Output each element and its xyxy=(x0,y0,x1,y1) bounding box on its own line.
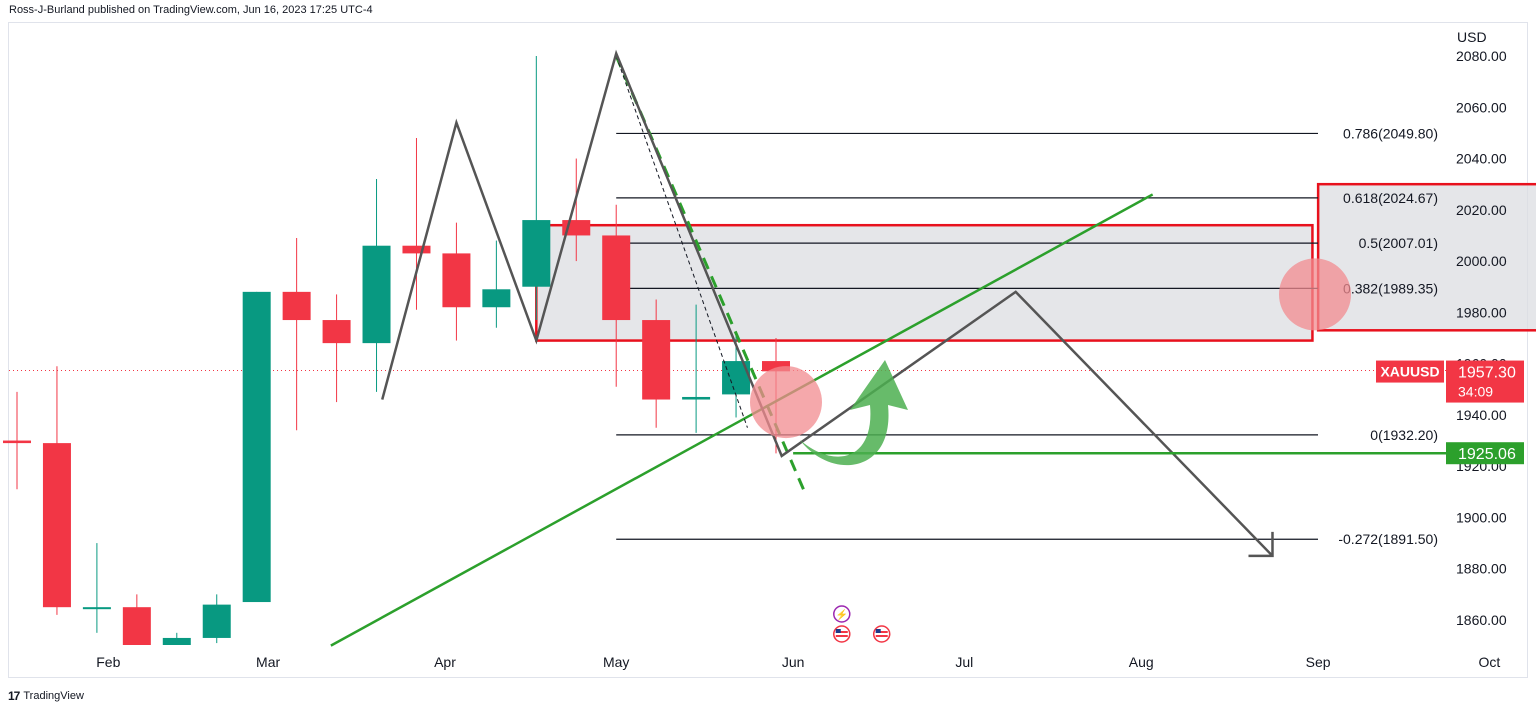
us-flag-event-icon[interactable] xyxy=(833,625,851,643)
candle-body[interactable] xyxy=(42,443,71,608)
projection-arrowhead xyxy=(1248,531,1274,558)
curved-arrow-icon xyxy=(800,360,908,466)
flag-canton xyxy=(835,629,841,633)
y-tick-label: 2040.00 xyxy=(1456,151,1507,167)
tradingview-logo-icon: 17 xyxy=(8,689,20,703)
fib-label: -0.272(1891.50) xyxy=(1338,531,1438,547)
y-tick-label: 2000.00 xyxy=(1456,253,1507,269)
candle-body[interactable] xyxy=(162,637,191,645)
y-tick-label: 2080.00 xyxy=(1456,48,1507,64)
tradingview-footer[interactable]: 17 TradingView xyxy=(8,689,84,703)
publisher-line: Ross-J-Burland published on TradingView.… xyxy=(9,4,373,16)
flag-canton xyxy=(875,629,881,633)
x-tick-label: Feb xyxy=(96,654,120,670)
target-zone[interactable] xyxy=(1316,182,1536,332)
highlight-circle xyxy=(750,366,822,439)
x-tick-label: Jun xyxy=(782,654,805,670)
y-tick-label: 1900.00 xyxy=(1456,509,1507,525)
last-price-value: 1957.30 xyxy=(1458,365,1516,382)
flag-stripe xyxy=(875,631,888,633)
candle-body[interactable] xyxy=(762,361,790,372)
candle-body[interactable] xyxy=(402,245,431,254)
candle-body[interactable] xyxy=(82,607,111,610)
last-price-tag[interactable] xyxy=(1446,360,1524,403)
support-price-value: 1925.06 xyxy=(1458,446,1516,463)
fib-label: 0.786(2049.80) xyxy=(1343,125,1438,141)
support-price-tag[interactable] xyxy=(1446,442,1524,465)
trendline-green[interactable] xyxy=(330,193,1154,647)
x-tick-label: Oct xyxy=(1478,654,1500,670)
flag-stripe xyxy=(835,631,848,633)
fib-label: 0.618(2024.67) xyxy=(1343,190,1438,206)
fib-label: 0(1932.20) xyxy=(1370,427,1438,443)
tradingview-brand: TradingView xyxy=(23,690,84,702)
y-tick-label: 1940.00 xyxy=(1456,407,1507,423)
fib-label: 0.382(1989.35) xyxy=(1343,280,1438,296)
candle-body[interactable] xyxy=(322,320,351,344)
candle-body[interactable] xyxy=(362,245,391,344)
candle-body[interactable] xyxy=(442,253,471,308)
candle-body[interactable] xyxy=(682,396,711,400)
x-tick-label: Jul xyxy=(955,654,973,670)
candle-body[interactable] xyxy=(642,320,671,400)
bar-countdown: 34:09 xyxy=(1458,384,1493,400)
y-tick-label: 2060.00 xyxy=(1456,99,1507,115)
earnings-flash-icon[interactable] xyxy=(833,605,851,623)
candle-body[interactable] xyxy=(3,440,31,444)
x-tick-label: Sep xyxy=(1306,654,1331,670)
symbol-tag-label: XAUUSD xyxy=(1380,364,1439,380)
chart-frame xyxy=(8,22,1528,678)
candle-body[interactable] xyxy=(202,604,231,638)
projection-path[interactable] xyxy=(381,49,1274,557)
flash-glyph: ⚡ xyxy=(836,608,848,621)
candle-body[interactable] xyxy=(122,607,151,645)
y-tick-label: 1980.00 xyxy=(1456,304,1507,320)
flag-stripe xyxy=(835,635,848,637)
candle-body[interactable] xyxy=(242,291,271,603)
flag-stripe xyxy=(875,635,888,637)
x-tick-label: Mar xyxy=(256,654,280,670)
candle-body[interactable] xyxy=(522,220,551,287)
us-flag-event-icon[interactable] xyxy=(872,625,891,643)
y-tick-label: 2020.00 xyxy=(1456,202,1507,218)
symbol-tag[interactable] xyxy=(1376,360,1444,383)
x-tick-label: May xyxy=(603,654,629,670)
target-circle xyxy=(1279,258,1351,331)
x-tick-label: Apr xyxy=(434,654,456,670)
candle-body[interactable] xyxy=(602,235,631,321)
candle-body[interactable] xyxy=(282,291,311,321)
y-tick-label: 1860.00 xyxy=(1456,612,1507,628)
fib-label: 0.5(2007.01) xyxy=(1359,235,1438,251)
curved-arrow-shape xyxy=(800,360,908,466)
currency-label: USD xyxy=(1457,29,1487,45)
candle-body[interactable] xyxy=(482,289,511,308)
thin-dashed-line xyxy=(615,55,748,428)
x-tick-label: Aug xyxy=(1129,654,1154,670)
y-tick-label: 1880.00 xyxy=(1456,561,1507,577)
